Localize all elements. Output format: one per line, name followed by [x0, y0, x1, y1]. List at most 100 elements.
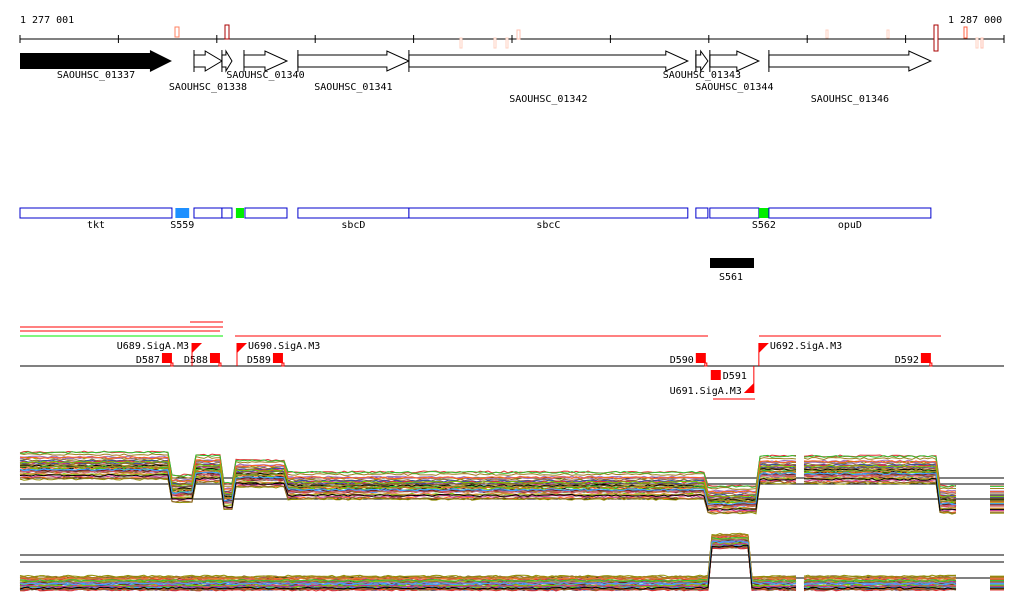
- segment-box[interactable]: [709, 207, 760, 219]
- transcript-label: U691.SigA.M3: [670, 386, 742, 397]
- segment-box[interactable]: [408, 207, 689, 219]
- promoter-flag[interactable]: [236, 343, 247, 353]
- expression-series: [19, 534, 957, 580]
- site-marker: [825, 29, 829, 39]
- promoter-flag[interactable]: [743, 383, 754, 393]
- segment[interactable]: [244, 207, 288, 219]
- gene-SAOUHSC_01343[interactable]: SAOUHSC_01343: [663, 49, 741, 81]
- gene-label: SAOUHSC_01342: [509, 94, 587, 105]
- expression-series: [19, 460, 957, 499]
- transcript-label: D588: [184, 355, 208, 366]
- gene-SAOUHSC_01346[interactable]: SAOUHSC_01346: [768, 50, 933, 105]
- terminator-marker[interactable]: [695, 353, 706, 363]
- gene-arrow[interactable]: [695, 49, 709, 73]
- axis-start-label: 1 277 001: [20, 15, 74, 26]
- segment-box[interactable]: [193, 207, 223, 219]
- marker-stub: [170, 362, 174, 367]
- feature-bar[interactable]: [710, 258, 754, 268]
- gene-arrow[interactable]: [408, 50, 690, 72]
- gene-arrow[interactable]: [768, 50, 933, 72]
- segment-box[interactable]: [758, 208, 769, 218]
- gene-arrow[interactable]: [243, 50, 289, 72]
- transcript-label: U689.SigA.M3: [117, 341, 189, 352]
- expression-series: [19, 533, 957, 579]
- coordinate-axis: [19, 24, 1005, 52]
- gene-unnamed[interactable]: [221, 49, 233, 73]
- transcript-D592[interactable]: D592: [895, 353, 933, 367]
- gene-arrow[interactable]: [221, 49, 233, 73]
- marker-stub: [218, 362, 222, 367]
- expression-series: [19, 450, 957, 488]
- transcript-U690.SigA.M3[interactable]: U690.SigA.M3: [236, 341, 320, 366]
- expression-series: [19, 473, 957, 512]
- gene-arrow[interactable]: [20, 50, 172, 72]
- segment[interactable]: [695, 207, 709, 219]
- gene-label: SAOUHSC_01341: [314, 82, 392, 93]
- transcript-D590[interactable]: D590: [670, 353, 708, 367]
- gene-SAOUHSC_01344[interactable]: SAOUHSC_01344: [695, 50, 773, 93]
- segment-label: sbcD: [341, 220, 365, 231]
- site-marker: [886, 29, 890, 39]
- expression-series: [19, 476, 957, 514]
- transcript-U691.SigA.M3[interactable]: U691.SigA.M3: [670, 366, 755, 397]
- segment-label: S559: [170, 220, 194, 231]
- gene-SAOUHSC_01340[interactable]: SAOUHSC_01340: [226, 50, 305, 81]
- gene-SAOUHSC_01342[interactable]: SAOUHSC_01342: [408, 50, 690, 105]
- expression-series: [19, 469, 957, 507]
- expression-series: [19, 542, 957, 588]
- segment[interactable]: [709, 207, 760, 219]
- segment-box[interactable]: [19, 207, 173, 219]
- terminator-marker[interactable]: [710, 370, 721, 380]
- transcript-label: D587: [136, 355, 160, 366]
- transcript-D587[interactable]: D587: [136, 353, 174, 367]
- segment-box[interactable]: [175, 208, 190, 218]
- segment-box[interactable]: [695, 207, 709, 219]
- segment-sbcD[interactable]: sbcD: [297, 207, 410, 231]
- segment[interactable]: [221, 207, 233, 219]
- segment-opuD[interactable]: opuD: [768, 207, 932, 231]
- segment-track: tkt S559 sbcD sbcC S562 opuD: [19, 207, 932, 231]
- transcript-D588[interactable]: D588: [184, 353, 222, 367]
- feature-label: S561: [719, 272, 743, 283]
- segment-tkt[interactable]: tkt: [19, 207, 173, 231]
- terminator-marker[interactable]: [209, 353, 220, 363]
- segment-sbcC[interactable]: sbcC: [408, 207, 689, 231]
- transcript-D591[interactable]: D591: [710, 370, 747, 382]
- gene-label: SAOUHSC_01338: [169, 82, 247, 93]
- terminator-marker[interactable]: [272, 353, 283, 363]
- expression-series: [19, 464, 957, 502]
- segment-box[interactable]: [768, 207, 932, 219]
- segment-S559[interactable]: S559: [170, 208, 194, 231]
- gene-arrow[interactable]: [193, 50, 223, 72]
- feature-s561[interactable]: S561: [710, 258, 754, 283]
- segment[interactable]: [193, 207, 223, 219]
- segment-box[interactable]: [235, 208, 244, 218]
- gene-arrow[interactable]: [709, 50, 761, 72]
- terminator-marker[interactable]: [161, 353, 172, 363]
- gene-label: SAOUHSC_01337: [57, 70, 135, 81]
- gene-SAOUHSC_01341[interactable]: SAOUHSC_01341: [297, 50, 411, 93]
- site-marker: [980, 37, 984, 49]
- site-marker: [459, 37, 463, 49]
- expression-series: [19, 544, 957, 590]
- segment-box[interactable]: [244, 207, 288, 219]
- promoter-flag[interactable]: [192, 343, 203, 353]
- segment-box[interactable]: [221, 207, 233, 219]
- terminator-marker[interactable]: [920, 353, 931, 363]
- transcript-label: D591: [723, 371, 747, 382]
- expression-series: [19, 537, 957, 583]
- site-marker: [516, 29, 521, 40]
- transcript-D589[interactable]: D589: [247, 353, 285, 367]
- gene-SAOUHSC_01337[interactable]: SAOUHSC_01337: [20, 50, 172, 81]
- promoter-flag[interactable]: [758, 343, 769, 353]
- transcript-U689.SigA.M3[interactable]: U689.SigA.M3: [117, 341, 203, 366]
- segment[interactable]: [235, 208, 244, 218]
- segment-S562[interactable]: S562: [752, 208, 776, 231]
- transcript-U692.SigA.M3[interactable]: U692.SigA.M3: [758, 341, 842, 366]
- site-marker: [505, 37, 509, 49]
- segment-label: tkt: [87, 220, 105, 231]
- gene-arrow[interactable]: [297, 50, 411, 72]
- segment-box[interactable]: [297, 207, 410, 219]
- gene-SAOUHSC_01338[interactable]: SAOUHSC_01338: [169, 50, 247, 93]
